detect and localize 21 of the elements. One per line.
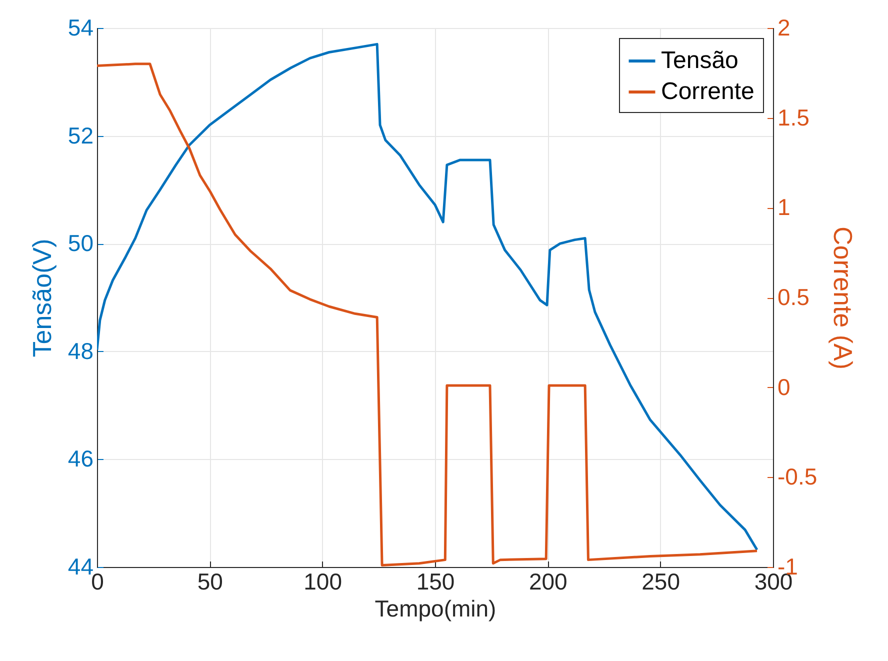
x-tick-label: 200 xyxy=(528,568,568,594)
y2-tick-label: 0 xyxy=(778,374,790,400)
y2-tick-label: 1.5 xyxy=(778,104,810,130)
y-tick-label: 54 xyxy=(68,14,94,40)
y2-tick-label: 1 xyxy=(778,194,790,220)
x-tick-label: 50 xyxy=(197,568,223,594)
legend-label: Corrente xyxy=(661,78,754,105)
y2-tick-label: 2 xyxy=(778,14,790,40)
y-axis-title: Tensão(V) xyxy=(26,238,57,358)
x-tick-label: 250 xyxy=(642,568,680,594)
x-axis-title: Tempo(min) xyxy=(374,596,496,622)
legend-label: Tensão xyxy=(661,47,738,74)
y2-tick-label: 0.5 xyxy=(778,284,810,310)
y2-tick-label: -0.5 xyxy=(778,464,818,490)
x-tick-label: 150 xyxy=(416,568,455,594)
y-tick-label: 52 xyxy=(68,122,94,148)
y2-axis-title: Corrente (A) xyxy=(828,226,858,370)
y-tick-label: 50 xyxy=(68,230,94,256)
y-tick-label: 46 xyxy=(68,446,94,472)
x-tick-label: 100 xyxy=(304,568,342,594)
y-tick-label: 48 xyxy=(68,338,94,364)
